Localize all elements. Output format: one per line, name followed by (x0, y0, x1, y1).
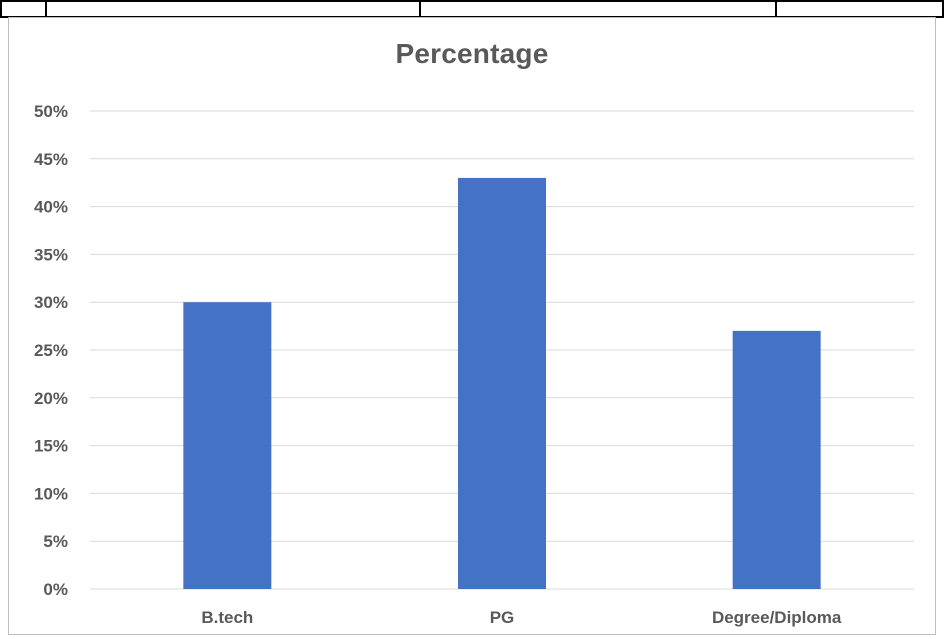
y-tick-label: 35% (34, 245, 68, 264)
x-tick-label: Degree/Diploma (712, 608, 842, 627)
x-tick-label: B.tech (201, 608, 253, 627)
y-tick-label: 10% (34, 484, 68, 503)
x-tick-label: PG (490, 608, 515, 627)
bar (183, 302, 272, 589)
y-tick-label: 45% (34, 150, 68, 169)
bars (183, 177, 821, 590)
y-tick-label: 5% (43, 532, 68, 551)
y-tick-label: 50% (34, 102, 68, 121)
y-tick-label: 25% (34, 341, 68, 360)
table-column-divider (45, 0, 47, 18)
y-tick-label: 30% (34, 293, 68, 312)
bar (458, 177, 546, 590)
y-tick-label: 15% (34, 437, 68, 456)
y-tick-label: 20% (34, 389, 68, 408)
table-column-divider (419, 0, 421, 18)
bar (732, 330, 821, 589)
x-axis-ticks: B.tech PG Degree/Diploma (201, 608, 842, 627)
chart-title: Percentage (395, 38, 549, 69)
table-column-divider (775, 0, 777, 18)
y-tick-label: 40% (34, 198, 68, 217)
y-tick-label: 0% (43, 580, 68, 599)
table-column-divider (942, 0, 944, 18)
y-axis-ticks: 0% 5% 10% 15% 20% 25% 30% 35% 40% 45% 50% (34, 102, 68, 599)
table-column-divider (0, 0, 2, 18)
